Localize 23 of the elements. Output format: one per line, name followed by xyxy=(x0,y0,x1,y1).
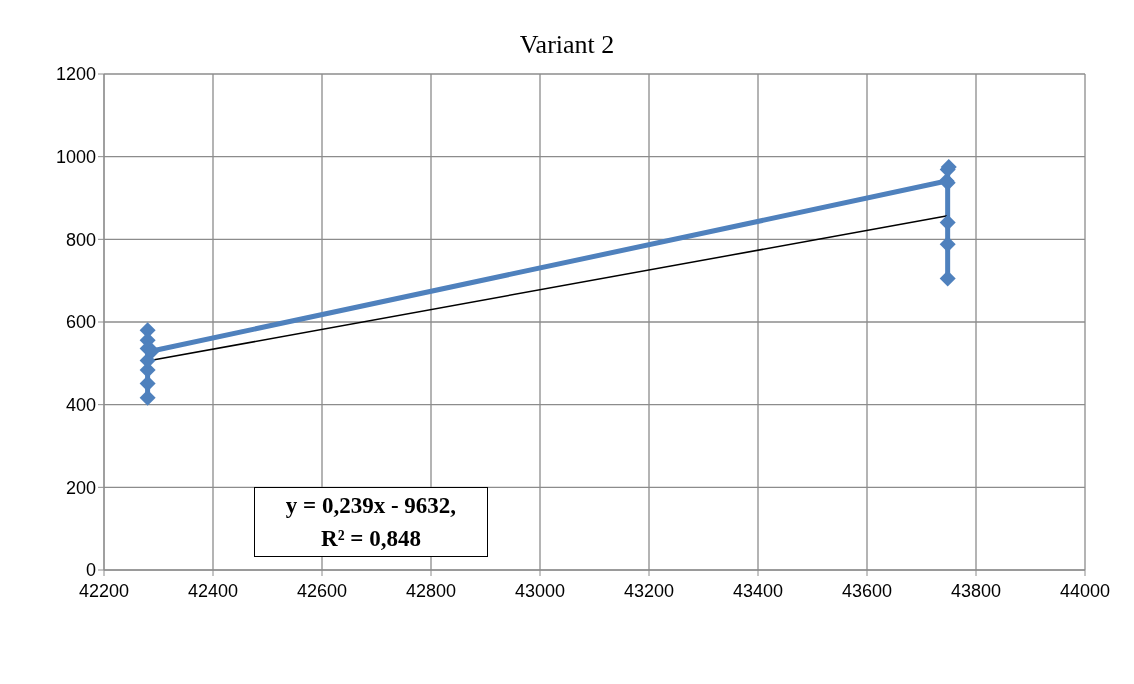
x-tick-label: 43800 xyxy=(950,580,1002,601)
x-tick-label: 43200 xyxy=(623,580,675,601)
x-tick-label: 42600 xyxy=(296,580,348,601)
x-tick-label: 43600 xyxy=(841,580,893,601)
x-tick-label: 42400 xyxy=(187,580,239,601)
point xyxy=(939,214,956,231)
x-tick-label: 43000 xyxy=(514,580,566,601)
annotation: y = 0,239x - 9632, xyxy=(284,492,458,520)
y-tick-label: 200 xyxy=(65,477,96,498)
x-tick-label: 43400 xyxy=(732,580,784,601)
y-tick-label: 800 xyxy=(65,229,96,250)
y-tick-label: 600 xyxy=(65,312,96,333)
y-tick-label: 0 xyxy=(85,560,96,581)
point xyxy=(139,375,156,392)
x-tick-label: 42800 xyxy=(405,580,457,601)
x-tick-label: 42200 xyxy=(78,580,130,601)
y-tick-label: 1000 xyxy=(55,147,96,168)
chart-title: Variant 2 xyxy=(518,30,616,60)
y-tick-label: 1200 xyxy=(55,64,96,85)
annotation: R² = 0,848 xyxy=(320,525,422,553)
x-tick-label: 44000 xyxy=(1059,580,1111,601)
point xyxy=(939,270,956,287)
y-tick-label: 400 xyxy=(65,395,96,416)
